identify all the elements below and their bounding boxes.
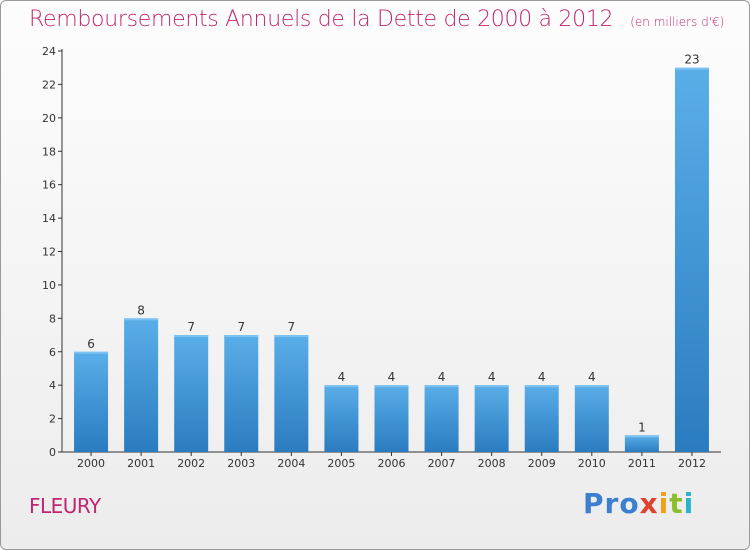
bar — [374, 385, 409, 452]
bar-value-label: 1 — [638, 420, 646, 434]
logo-part: Pro — [583, 487, 640, 520]
y-tick-label: 14 — [42, 212, 56, 225]
y-tick-label: 20 — [42, 112, 56, 125]
town-name: FLEURY — [29, 494, 101, 518]
bar-highlight — [524, 385, 559, 388]
logo-part: x — [639, 487, 659, 520]
bar-highlight — [324, 385, 359, 388]
bar-value-label: 6 — [87, 337, 95, 351]
x-tick-label: 2001 — [127, 457, 155, 470]
bar — [624, 435, 659, 452]
bar-value-label: 4 — [338, 370, 346, 384]
bar-highlight — [574, 385, 609, 388]
y-tick-label: 2 — [49, 413, 56, 426]
y-tick-label: 16 — [42, 179, 56, 192]
bar-highlight — [124, 318, 159, 321]
y-tick-label: 24 — [42, 45, 56, 58]
bar-highlight — [224, 335, 259, 338]
y-tick-label: 12 — [42, 246, 56, 259]
bar-value-label: 4 — [588, 370, 596, 384]
x-tick-label: 2008 — [478, 457, 506, 470]
x-tick-label: 2007 — [428, 457, 456, 470]
bar-highlight — [274, 335, 309, 338]
bar-highlight — [174, 335, 209, 338]
x-tick-label: 2005 — [327, 457, 355, 470]
bar — [124, 318, 159, 452]
bar — [674, 67, 709, 452]
y-tick-label: 0 — [49, 446, 56, 459]
x-tick-label: 2006 — [378, 457, 406, 470]
y-tick-label: 10 — [42, 279, 56, 292]
bar — [524, 385, 559, 452]
x-tick-label: 2003 — [227, 457, 255, 470]
x-tick-label: 2009 — [528, 457, 556, 470]
bar-highlight — [424, 385, 459, 388]
bar — [224, 335, 259, 452]
bar-value-label: 7 — [237, 320, 245, 334]
bar-highlight — [74, 351, 109, 354]
bar-highlight — [374, 385, 409, 388]
bar-value-label: 7 — [288, 320, 296, 334]
x-tick-label: 2010 — [578, 457, 606, 470]
x-tick-label: 2004 — [277, 457, 305, 470]
proxiti-logo: Proxiti — [583, 487, 694, 520]
x-tick-label: 2011 — [628, 457, 656, 470]
bar-value-label: 4 — [488, 370, 496, 384]
bar — [274, 335, 309, 452]
x-tick-label: 2000 — [77, 457, 105, 470]
bar-highlight — [474, 385, 509, 388]
y-tick-label: 18 — [42, 145, 56, 158]
logo-part: i — [683, 487, 695, 520]
logo-part: t — [669, 487, 684, 520]
y-tick-label: 8 — [49, 312, 56, 325]
bar — [74, 351, 109, 452]
y-tick-label: 4 — [49, 379, 56, 392]
bar-highlight — [674, 67, 709, 70]
bar-value-label: 4 — [388, 370, 396, 384]
bar — [324, 385, 359, 452]
y-tick-label: 22 — [42, 78, 56, 91]
logo-part: i — [658, 487, 670, 520]
y-tick-label: 6 — [49, 346, 56, 359]
bar-highlight — [624, 435, 659, 438]
bar — [474, 385, 509, 452]
bar-value-label: 7 — [187, 320, 195, 334]
bar-value-label: 23 — [684, 53, 699, 67]
x-tick-label: 2002 — [177, 457, 205, 470]
bar — [574, 385, 609, 452]
chart-unit-label: (en milliers d'€) — [630, 15, 725, 29]
chart-bars: 6 8 7 7 7 4 4 4 4 4 4 1 23 — [74, 53, 709, 452]
bar-value-label: 4 — [538, 370, 546, 384]
chart-title-text: Remboursements Annuels de la Dette de 20… — [29, 7, 614, 32]
x-tick-label: 2012 — [678, 457, 706, 470]
bar — [424, 385, 459, 452]
bar — [174, 335, 209, 452]
bar-value-label: 4 — [438, 370, 446, 384]
bar-value-label: 8 — [137, 303, 145, 317]
chart-title: Remboursements Annuels de la Dette de 20… — [29, 7, 724, 32]
